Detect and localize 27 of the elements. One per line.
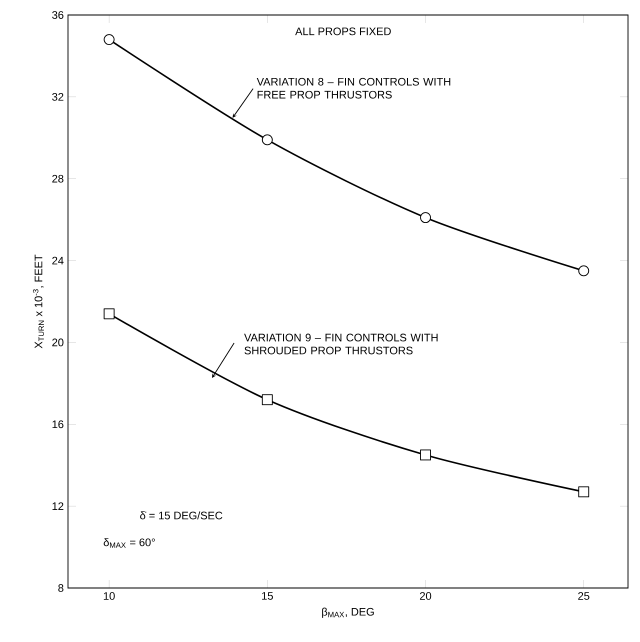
- y-tick-label: 32: [52, 92, 64, 101]
- text: VARIATION 8 – FIN CONTROLS WITH FREE PROP THRUSTORS: [256, 78, 450, 99]
- annotation: δ̇ = 15 DEG/SEC: [140, 511, 222, 520]
- annotation: δ$_{MAX}$ = 60°: [104, 538, 155, 548]
- point: [578, 486, 590, 498]
- y-tick-label: 24: [52, 256, 64, 264]
- text: VARIATION 9 – FIN CONTROLS WITH SHROUDED PROP THRUSTORS: [244, 334, 438, 354]
- point: [420, 212, 431, 224]
- x-axis-title: β$_{MAX}$, DEG: [322, 608, 374, 618]
- point: [262, 134, 273, 146]
- point: [578, 265, 590, 276]
- y-tick-label: 28: [52, 174, 64, 183]
- x-tick-label: 15: [262, 592, 273, 600]
- annotation: ALL PROPS FIXED: [295, 28, 391, 36]
- y-tick-label: 12: [52, 502, 64, 510]
- y-tick-label: 8: [58, 584, 64, 592]
- x-tick-label: 10: [104, 592, 115, 600]
- point: [262, 394, 273, 406]
- x-tick-label: 20: [420, 592, 432, 600]
- x-tick-label: 25: [578, 592, 590, 600]
- point: [104, 308, 115, 320]
- y-axis-title: X$_{TURN}$ x 10$^{-3}$, FEET: [32, 254, 44, 348]
- point: [104, 34, 115, 46]
- y-tick-label: 36: [52, 11, 64, 19]
- y-tick-label: 20: [52, 338, 64, 346]
- point: [420, 450, 431, 460]
- y-tick-label: 16: [52, 420, 64, 428]
